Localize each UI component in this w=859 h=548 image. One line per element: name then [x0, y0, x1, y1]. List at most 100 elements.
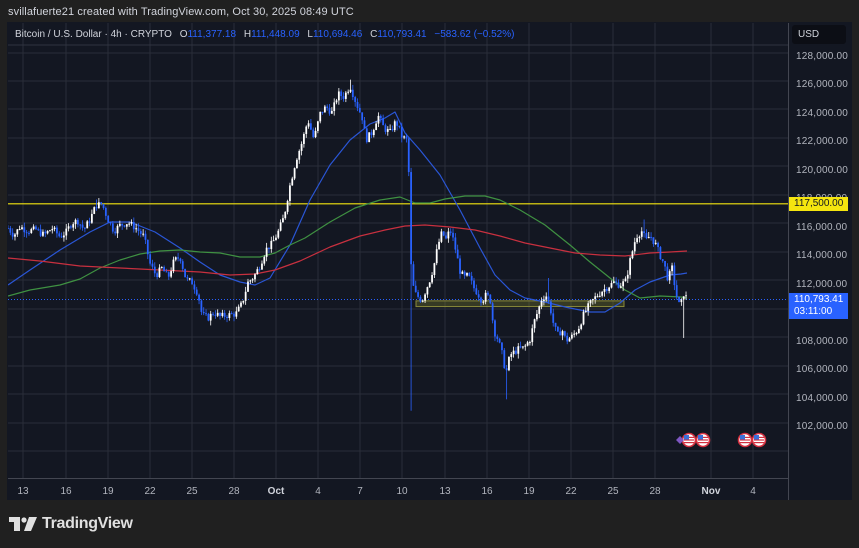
candle-up [610, 283, 613, 288]
candle-down [396, 121, 399, 126]
candle-down [312, 129, 315, 138]
candle-up [261, 263, 263, 270]
candle-up [671, 265, 673, 272]
candle-up [510, 354, 513, 357]
candle-up [235, 311, 238, 317]
candle-down [645, 233, 648, 239]
candle-down [491, 303, 494, 321]
candle-up [619, 286, 622, 288]
high-value: 111,448.09 [251, 29, 300, 40]
us-flag-event-icon[interactable] [681, 432, 697, 448]
candle-up [97, 202, 100, 209]
support-zone-rectangle [415, 300, 625, 308]
time-tick-label: 4 [750, 486, 756, 497]
candle-up [247, 281, 249, 292]
candle-down [28, 232, 30, 234]
candle-up [561, 331, 564, 336]
candle-up [284, 211, 287, 219]
candle-down [505, 368, 508, 371]
candle-up [174, 257, 177, 260]
candle-down [643, 231, 645, 234]
time-tick-label: 28 [228, 486, 240, 497]
candle-down [382, 118, 385, 126]
price-tick-label: 124,000.00 [796, 108, 849, 119]
candle-up [545, 296, 548, 300]
candle-up [335, 100, 338, 103]
candle-down [193, 284, 196, 290]
candle-down [615, 281, 618, 283]
candle-up [46, 230, 49, 234]
candle-up [435, 249, 438, 264]
candle-up [543, 299, 545, 301]
candle-up [51, 229, 54, 231]
candle-up [160, 267, 163, 269]
candle-up [209, 313, 212, 321]
us-flag-event-icon[interactable] [751, 432, 767, 448]
us-flag-event-icon[interactable] [695, 432, 711, 448]
time-axis[interactable] [8, 478, 788, 501]
candle-down [456, 249, 459, 259]
candle-down [480, 297, 482, 303]
currency-selector[interactable]: USD [792, 25, 846, 44]
candle-up [540, 300, 543, 307]
candle-up [74, 219, 77, 225]
candle-up [93, 207, 96, 214]
candle-up [424, 294, 426, 301]
candle-up [403, 136, 405, 138]
candle-down [258, 269, 261, 271]
candle-down [563, 331, 566, 336]
candlestick-chart[interactable] [8, 23, 788, 478]
candle-up [53, 227, 56, 230]
candle-down [678, 296, 680, 303]
chart-plot-area[interactable] [8, 23, 788, 478]
candle-up [524, 345, 527, 347]
candle-up [90, 213, 93, 223]
candle-down [79, 224, 82, 226]
candle-up [86, 221, 89, 229]
us-flag-event-icon[interactable] [737, 432, 753, 448]
candle-down [167, 272, 170, 277]
candle-down [657, 242, 659, 248]
candle-up [319, 111, 322, 122]
candle-down [107, 215, 110, 223]
candle-down [559, 331, 562, 336]
candle-down [123, 225, 126, 227]
candle-down [515, 350, 517, 354]
candle-up [484, 292, 487, 302]
candle-down [370, 132, 373, 136]
candle-down [452, 232, 454, 238]
candle-down [326, 106, 329, 108]
candle-up [270, 240, 273, 250]
candle-down [226, 316, 228, 318]
candle-up [170, 271, 172, 277]
candle-up [512, 350, 515, 355]
candle-down [321, 111, 324, 113]
candle-down [605, 289, 608, 291]
candle-up [256, 269, 259, 275]
candle-down [56, 227, 58, 234]
event-diamond-icon [676, 436, 684, 444]
change-value: −583.62 (−0.52%) [434, 29, 515, 40]
candle-down [454, 237, 457, 250]
candle-up [249, 280, 252, 282]
candle-down [650, 236, 652, 238]
candle-up [67, 226, 70, 229]
candle-up [347, 91, 350, 93]
candle-up [531, 328, 534, 343]
price-tick-label: 104,000.00 [796, 393, 849, 404]
time-tick-label: Oct [267, 486, 285, 497]
candle-down [95, 207, 98, 209]
candle-down [23, 227, 26, 233]
price-axis[interactable] [788, 23, 853, 500]
candle-down [102, 204, 105, 208]
candle-up [316, 121, 319, 131]
time-tick-label: 7 [357, 486, 363, 497]
candle-up [263, 256, 266, 264]
tradingview-wordmark: TradingView [42, 515, 133, 532]
candle-down [342, 96, 345, 99]
candle-down [111, 223, 114, 232]
candle-up [118, 223, 121, 226]
open-value: 111,377.18 [187, 29, 237, 40]
candle-down [146, 239, 149, 255]
candle-down [109, 222, 112, 224]
